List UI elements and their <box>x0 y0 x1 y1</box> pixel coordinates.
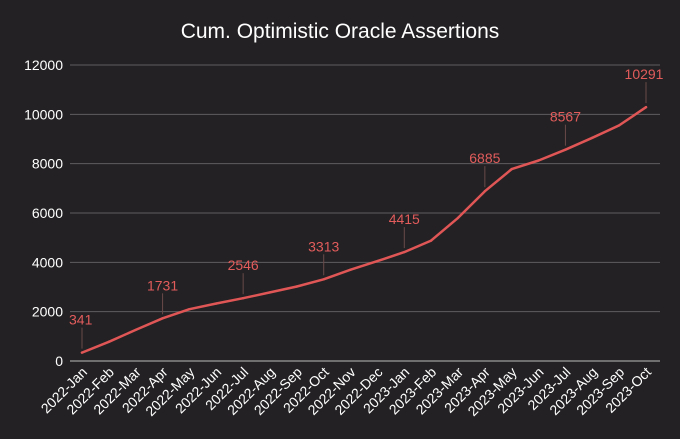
data-point <box>564 148 567 151</box>
data-point <box>483 189 487 193</box>
data-point <box>241 296 245 300</box>
y-tick-label: 2000 <box>32 304 63 320</box>
data-labels: 341 1731 2546 3313 4415 6885 8567 10291 <box>69 66 664 349</box>
data-point <box>322 278 325 281</box>
data-label: 4415 <box>389 211 420 227</box>
data-point <box>591 136 594 139</box>
data-label: 341 <box>69 312 93 328</box>
data-label: 8567 <box>550 109 581 125</box>
data-point <box>295 285 299 288</box>
data-point <box>617 124 621 127</box>
y-tick-label: 8000 <box>32 156 63 172</box>
data-point <box>188 308 191 311</box>
y-axis-tick-labels: 0 2000 4000 6000 8000 10000 12000 <box>24 57 63 369</box>
data-label: 2546 <box>228 257 259 273</box>
x-axis-tick-labels: 2022-Jan2022-Feb2022-Mar2022-Apr2022-May… <box>38 364 655 420</box>
y-tick-label: 0 <box>55 353 63 369</box>
series-line <box>80 105 648 354</box>
data-point <box>134 328 137 332</box>
data-point <box>107 340 111 343</box>
data-label: 1731 <box>147 277 178 293</box>
data-point <box>215 302 218 305</box>
data-point <box>429 239 433 242</box>
y-tick-label: 10000 <box>24 106 63 122</box>
data-point <box>376 259 379 263</box>
data-label: 6885 <box>469 150 500 166</box>
gridlines <box>70 64 660 362</box>
data-point <box>456 216 460 220</box>
chart-title: Cum. Optimistic Oracle Assertions <box>181 20 500 43</box>
y-tick-label: 12000 <box>24 57 63 73</box>
data-label: 10291 <box>625 66 664 82</box>
series-layer <box>80 105 648 354</box>
data-point <box>161 317 164 320</box>
data-point <box>510 167 513 171</box>
y-tick-label: 4000 <box>32 254 63 270</box>
y-tick-label: 6000 <box>32 205 63 221</box>
data-point <box>80 351 84 354</box>
data-point <box>403 250 406 254</box>
data-point <box>537 159 540 162</box>
data-point <box>349 268 352 271</box>
data-point <box>268 291 272 294</box>
data-label: 3313 <box>308 238 339 254</box>
data-point <box>644 105 648 109</box>
